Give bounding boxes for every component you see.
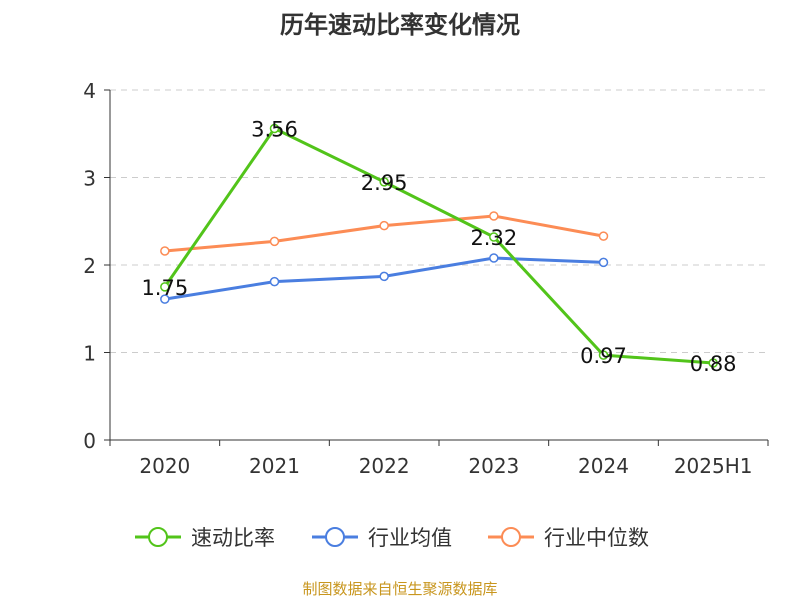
data-point[interactable] xyxy=(269,123,280,134)
data-label: 2.95 xyxy=(361,171,408,195)
x-tick-label: 2022 xyxy=(359,454,410,478)
y-tick-label: 2 xyxy=(83,254,96,278)
legend-label: 速动比率 xyxy=(191,526,275,550)
x-tick-label: 2020 xyxy=(139,454,190,478)
data-point[interactable] xyxy=(160,294,170,304)
y-tick-label: 1 xyxy=(83,342,96,366)
y-tick-label: 0 xyxy=(83,429,96,453)
legend-item[interactable]: 速动比率 xyxy=(135,526,275,550)
data-point[interactable] xyxy=(379,220,389,231)
data-label: 2.32 xyxy=(470,226,517,250)
x-tick-label: 2025H1 xyxy=(674,454,753,478)
x-tick-label: 2024 xyxy=(578,454,629,478)
data-point[interactable] xyxy=(598,231,609,241)
legend-label: 行业均值 xyxy=(368,526,452,550)
legend-item[interactable]: 行业均值 xyxy=(312,526,452,550)
y-tick-label: 3 xyxy=(83,167,96,191)
data-point[interactable] xyxy=(598,257,609,268)
data-label: 0.97 xyxy=(580,344,627,368)
legend-label: 行业中位数 xyxy=(544,526,649,550)
y-tick-label: 4 xyxy=(83,79,96,103)
data-point[interactable] xyxy=(269,276,280,287)
data-point[interactable] xyxy=(379,177,389,187)
legend-marker-icon xyxy=(501,527,521,547)
legend-marker-icon xyxy=(325,527,345,547)
data-point[interactable] xyxy=(160,246,170,256)
data-point[interactable] xyxy=(269,236,280,247)
data-point[interactable] xyxy=(489,211,499,221)
legend-item[interactable]: 行业中位数 xyxy=(488,526,649,550)
source-note: 制图数据来自恒生聚源数据库 xyxy=(302,580,497,598)
data-point[interactable] xyxy=(160,282,170,292)
data-point[interactable] xyxy=(708,358,718,368)
data-point[interactable] xyxy=(379,271,389,282)
series-line xyxy=(163,126,714,365)
legend-marker-icon xyxy=(148,527,168,547)
x-tick-label: 2021 xyxy=(249,454,300,478)
data-point[interactable] xyxy=(598,350,609,360)
data-point[interactable] xyxy=(489,232,499,242)
data-label: 0.88 xyxy=(690,352,737,376)
data-label: 3.56 xyxy=(251,118,298,142)
x-tick-label: 2023 xyxy=(468,454,519,478)
data-label: 1.75 xyxy=(141,276,188,300)
data-point[interactable] xyxy=(489,253,499,263)
chart-title: 历年速动比率变化情况 xyxy=(280,11,520,39)
